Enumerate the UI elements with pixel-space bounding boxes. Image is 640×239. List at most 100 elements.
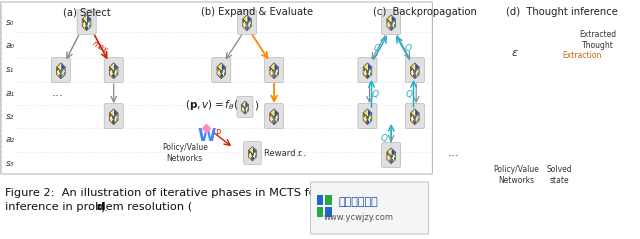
Polygon shape: [528, 65, 530, 71]
Polygon shape: [363, 67, 365, 73]
Polygon shape: [84, 21, 86, 27]
FancyBboxPatch shape: [405, 58, 424, 82]
Polygon shape: [525, 59, 528, 65]
Polygon shape: [572, 55, 576, 63]
Polygon shape: [247, 21, 249, 27]
Polygon shape: [573, 65, 576, 71]
FancyBboxPatch shape: [104, 103, 124, 128]
Polygon shape: [415, 115, 417, 121]
Polygon shape: [546, 103, 548, 108]
Text: ...: ...: [447, 147, 460, 159]
Polygon shape: [520, 101, 522, 106]
Polygon shape: [109, 67, 111, 73]
Polygon shape: [221, 73, 223, 79]
Polygon shape: [394, 156, 396, 162]
Polygon shape: [249, 23, 252, 28]
Polygon shape: [247, 104, 248, 109]
Polygon shape: [394, 19, 396, 25]
Polygon shape: [387, 152, 389, 158]
Text: Extracted
Thought: Extracted Thought: [579, 30, 616, 50]
Polygon shape: [557, 161, 558, 166]
Polygon shape: [514, 97, 516, 103]
Text: ).: ).: [100, 202, 108, 212]
Polygon shape: [219, 69, 221, 75]
Polygon shape: [56, 63, 61, 71]
Polygon shape: [89, 23, 91, 28]
Polygon shape: [365, 73, 367, 79]
Polygon shape: [542, 101, 544, 106]
Polygon shape: [542, 97, 544, 103]
Bar: [325, 207, 332, 217]
Polygon shape: [114, 69, 116, 75]
Polygon shape: [548, 139, 550, 144]
Text: a₀: a₀: [5, 40, 15, 49]
Polygon shape: [270, 67, 272, 73]
Polygon shape: [546, 93, 550, 101]
Polygon shape: [555, 19, 557, 25]
Polygon shape: [276, 67, 278, 73]
Polygon shape: [578, 59, 580, 65]
Polygon shape: [520, 160, 521, 164]
Polygon shape: [370, 117, 372, 123]
Polygon shape: [560, 163, 562, 167]
Polygon shape: [576, 65, 578, 71]
Polygon shape: [370, 113, 372, 119]
Polygon shape: [56, 67, 59, 73]
Polygon shape: [518, 99, 520, 104]
Polygon shape: [61, 73, 63, 79]
Polygon shape: [223, 67, 225, 73]
Text: (d)  Thought inference: (d) Thought inference: [506, 7, 618, 17]
Text: Q: Q: [373, 43, 381, 53]
Polygon shape: [514, 101, 516, 106]
Polygon shape: [363, 109, 367, 117]
Polygon shape: [276, 117, 278, 123]
Polygon shape: [243, 23, 245, 28]
Polygon shape: [576, 61, 578, 67]
Polygon shape: [367, 73, 370, 79]
FancyBboxPatch shape: [237, 97, 253, 118]
FancyBboxPatch shape: [381, 10, 401, 34]
Polygon shape: [272, 115, 274, 121]
Polygon shape: [532, 59, 534, 65]
Polygon shape: [410, 67, 413, 73]
Polygon shape: [548, 97, 550, 103]
Polygon shape: [391, 158, 394, 164]
Polygon shape: [245, 25, 247, 31]
Polygon shape: [514, 156, 518, 163]
Text: $)$: $)$: [254, 98, 259, 112]
Text: $(\mathbf{p}, v) = f_\theta($: $(\mathbf{p}, v) = f_\theta($: [185, 98, 238, 112]
Polygon shape: [274, 119, 276, 125]
Polygon shape: [116, 71, 118, 76]
Polygon shape: [116, 117, 118, 123]
Polygon shape: [572, 59, 573, 65]
Polygon shape: [245, 21, 247, 27]
Polygon shape: [245, 106, 247, 111]
Polygon shape: [389, 158, 391, 164]
Polygon shape: [83, 23, 84, 28]
Polygon shape: [370, 71, 372, 76]
Polygon shape: [417, 117, 419, 123]
Polygon shape: [391, 15, 396, 23]
Text: s₁: s₁: [5, 65, 14, 75]
Polygon shape: [546, 99, 548, 104]
Polygon shape: [109, 63, 114, 71]
Polygon shape: [367, 69, 370, 75]
Polygon shape: [254, 150, 257, 156]
FancyBboxPatch shape: [509, 88, 527, 112]
Polygon shape: [250, 152, 252, 158]
Polygon shape: [544, 99, 546, 104]
Polygon shape: [542, 93, 546, 101]
Text: s₂: s₂: [5, 112, 14, 120]
Polygon shape: [514, 93, 518, 101]
Polygon shape: [221, 63, 225, 71]
Polygon shape: [516, 164, 518, 169]
Polygon shape: [542, 135, 544, 141]
Polygon shape: [114, 73, 116, 79]
Polygon shape: [243, 109, 245, 114]
FancyBboxPatch shape: [405, 103, 424, 128]
Text: Q: Q: [404, 43, 412, 53]
Polygon shape: [548, 15, 553, 23]
Polygon shape: [532, 63, 534, 69]
Polygon shape: [394, 23, 396, 28]
Polygon shape: [270, 71, 272, 76]
